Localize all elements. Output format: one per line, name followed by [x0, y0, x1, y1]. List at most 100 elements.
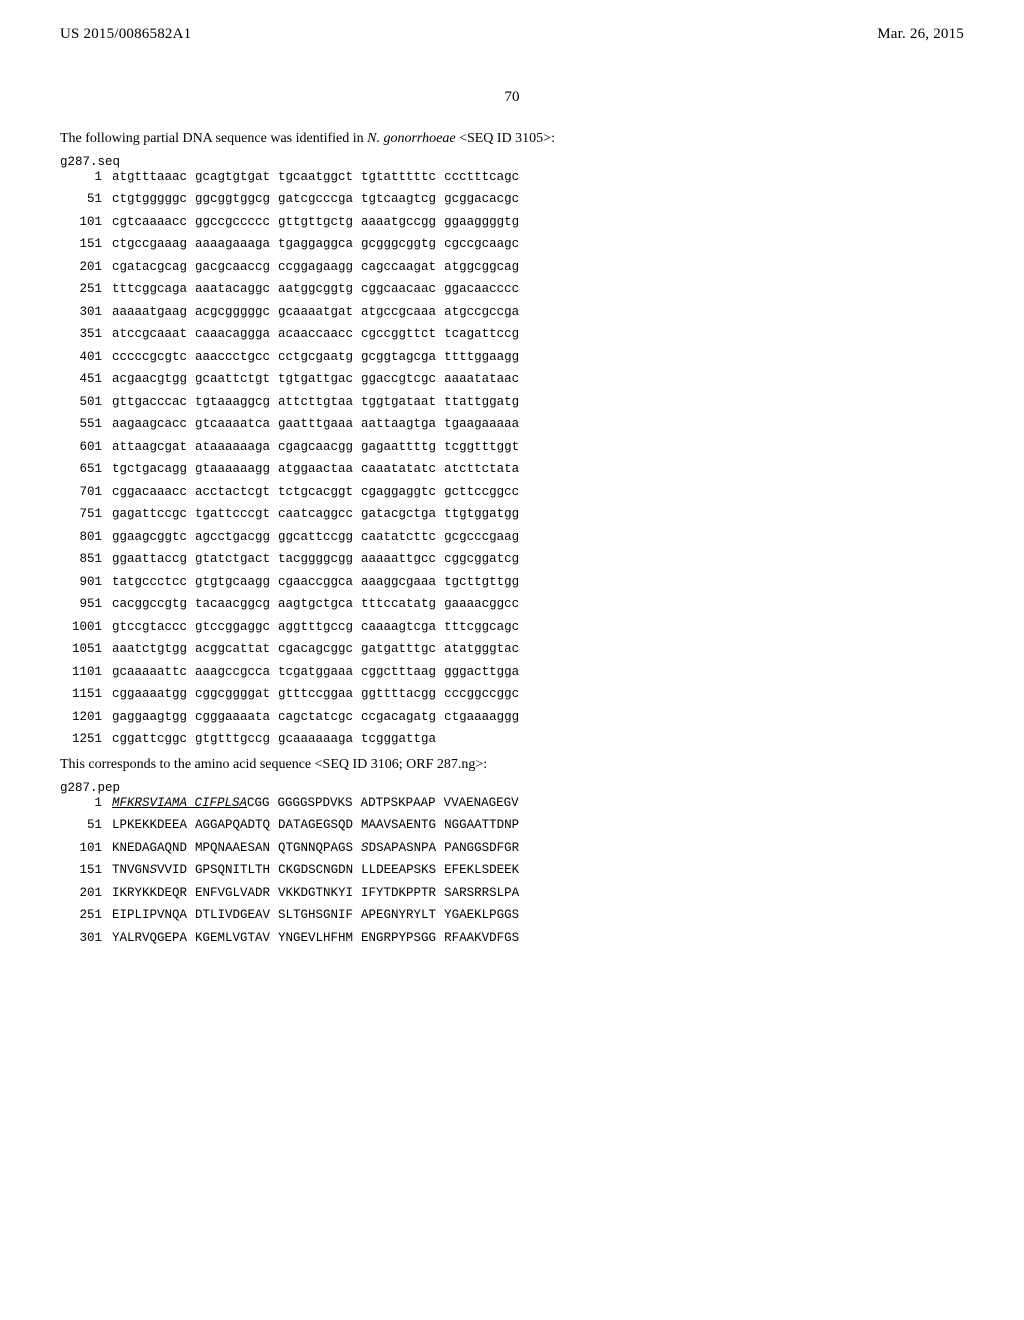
seq-group: GGGGSPDVKS	[278, 797, 361, 810]
seq-group: gatacgctga	[361, 508, 444, 521]
seq-group: gttgacccac	[112, 396, 195, 409]
pep-row: 1MFKRSVIAMA CIFPLSACGGGGGGSPDVKSADTPSKPA…	[60, 797, 964, 810]
seq-group: caaacaggga	[195, 328, 278, 341]
seq-group: CKGDSCNGDN	[278, 864, 361, 877]
pep-rows: 1MFKRSVIAMA CIFPLSACGGGGGGSPDVKSADTPSKPA…	[60, 797, 964, 945]
seq-group: ADTPSKPAAP	[361, 797, 444, 810]
dna-row: 1201gaggaagtggcgggaaaatacagctatcgcccgaca…	[60, 711, 964, 724]
seq-group: atgccgcaaa	[361, 306, 444, 319]
seq-group: tgaggaggca	[278, 238, 361, 251]
seq-group: LLDEEAPSKS	[361, 864, 444, 877]
seq-group: ataaaaaaga	[195, 441, 278, 454]
seq-group: gtcaaaatca	[195, 418, 278, 431]
seq-group: aaaggcgaaa	[361, 576, 444, 589]
page: US 2015/0086582A1 Mar. 26, 2015 70 The f…	[0, 0, 1024, 1320]
intro-seqid: <SEQ ID 3105>:	[456, 131, 555, 146]
seq-group: VVAENAGEGV	[444, 797, 527, 810]
seq-group: cggctttaag	[361, 666, 444, 679]
seq-group: ccggagaagg	[278, 261, 361, 274]
seq-group: acgcgggggc	[195, 306, 278, 319]
seq-group: aaatacaggc	[195, 283, 278, 296]
seq-group: caaatatatc	[361, 463, 444, 476]
seq-group: tgaagaaaaa	[444, 418, 527, 431]
seq-group: ctgaaaaggg	[444, 711, 527, 724]
seq-group: SLTGHSGNIF	[278, 909, 361, 922]
seq-group: tatgccctcc	[112, 576, 195, 589]
seq-group: cggacaaacc	[112, 486, 195, 499]
row-number: 901	[60, 576, 112, 589]
seq-group: caaaagtcga	[361, 621, 444, 634]
page-number: 70	[60, 89, 964, 106]
seq-group: tcagattccg	[444, 328, 527, 341]
page-header: US 2015/0086582A1 Mar. 26, 2015	[60, 26, 964, 43]
pep-header: g287.pep	[60, 781, 964, 795]
seq-group: ggttttacgg	[361, 688, 444, 701]
seq-group: tcggtttggt	[444, 441, 527, 454]
seq-group: MFKRSVIAMA CIFPLSACGG	[112, 797, 278, 810]
seq-group: DTLIVDGEAV	[195, 909, 278, 922]
seq-group: ggacaacccc	[444, 283, 527, 296]
seq-group: cagctatcgc	[278, 711, 361, 724]
seq-group: IKRYKKDEQR	[112, 887, 195, 900]
seq-group: cacggccgtg	[112, 598, 195, 611]
seq-group: gcaattctgt	[195, 373, 278, 386]
seq-group: gacgcaaccg	[195, 261, 278, 274]
seq-group: ggcggtggcg	[195, 193, 278, 206]
seq-group: EFEKLSDEEK	[444, 864, 527, 877]
seq-group: aattaagtga	[361, 418, 444, 431]
row-number: 551	[60, 418, 112, 431]
dna-row: 401cccccgcgtcaaaccctgcccctgcgaatggcggtag…	[60, 351, 964, 364]
seq-group: atgtttaaac	[112, 171, 195, 184]
seq-group: cgaaccggca	[278, 576, 361, 589]
seq-group: gcgggcggtg	[361, 238, 444, 251]
seq-group: ENFVGLVADR	[195, 887, 278, 900]
seq-group: cgtcaaaacc	[112, 216, 195, 229]
seq-group: acaaccaacc	[278, 328, 361, 341]
seq-group: TNVGNSVVID	[112, 864, 195, 877]
dna-row: 451acgaacgtgggcaattctgttgtgattgacggaccgt…	[60, 373, 964, 386]
seq-group: gcttccggcc	[444, 486, 527, 499]
row-number: 751	[60, 508, 112, 521]
seq-group: acggcattat	[195, 643, 278, 656]
dna-row: 201cgatacgcaggacgcaaccgccggagaaggcagccaa…	[60, 261, 964, 274]
seq-group: gggacttgga	[444, 666, 527, 679]
row-number: 51	[60, 819, 112, 832]
row-number: 251	[60, 283, 112, 296]
seq-group: YALRVQGEPA	[112, 932, 195, 945]
dna-row: 901tatgccctccgtgtgcaaggcgaaccggcaaaaggcg…	[60, 576, 964, 589]
row-number: 451	[60, 373, 112, 386]
publication-number: US 2015/0086582A1	[60, 26, 191, 43]
row-number: 651	[60, 463, 112, 476]
seq-group: IFYTDKPPTR	[361, 887, 444, 900]
seq-group: tacaacggcg	[195, 598, 278, 611]
seq-group: gatcgcccga	[278, 193, 361, 206]
seq-group: caatatcttc	[361, 531, 444, 544]
seq-group: atcttctata	[444, 463, 527, 476]
dna-row: 1atgtttaaacgcagtgtgattgcaatggcttgtattttt…	[60, 171, 964, 184]
dna-row: 151ctgccgaaagaaaagaaagatgaggaggcagcgggcg…	[60, 238, 964, 251]
dna-row: 651tgctgacagggtaaaaaaggatggaactaacaaatat…	[60, 463, 964, 476]
dna-row: 551aagaagcaccgtcaaaatcagaatttgaaaaattaag…	[60, 418, 964, 431]
seq-group: aaatctgtgg	[112, 643, 195, 656]
row-number: 301	[60, 306, 112, 319]
seq-group: cccggccggc	[444, 688, 527, 701]
seq-group: attaagcgat	[112, 441, 195, 454]
seq-group: ggaagcggtc	[112, 531, 195, 544]
dna-row: 851ggaattaccggtatctgacttacggggcggaaaaatt…	[60, 553, 964, 566]
seq-group: tggtgataat	[361, 396, 444, 409]
seq-group: gcggtagcga	[361, 351, 444, 364]
dna-row: 51ctgtgggggcggcggtggcggatcgcccgatgtcaagt…	[60, 193, 964, 206]
dna-row: 501gttgacccactgtaaaggcgattcttgtaatggtgat…	[60, 396, 964, 409]
seq-group: gagaattttg	[361, 441, 444, 454]
row-number: 501	[60, 396, 112, 409]
row-number: 1051	[60, 643, 112, 656]
seq-group: cgaggaggtc	[361, 486, 444, 499]
seq-group: KNEDAGAQND	[112, 842, 195, 855]
seq-group: cgggaaaata	[195, 711, 278, 724]
seq-group: aggtttgccg	[278, 621, 361, 634]
seq-group: SARSRRSLPA	[444, 887, 527, 900]
publication-date: Mar. 26, 2015	[877, 26, 964, 43]
seq-group: gaaaacggcc	[444, 598, 527, 611]
seq-group: ctgccgaaag	[112, 238, 195, 251]
row-number: 951	[60, 598, 112, 611]
